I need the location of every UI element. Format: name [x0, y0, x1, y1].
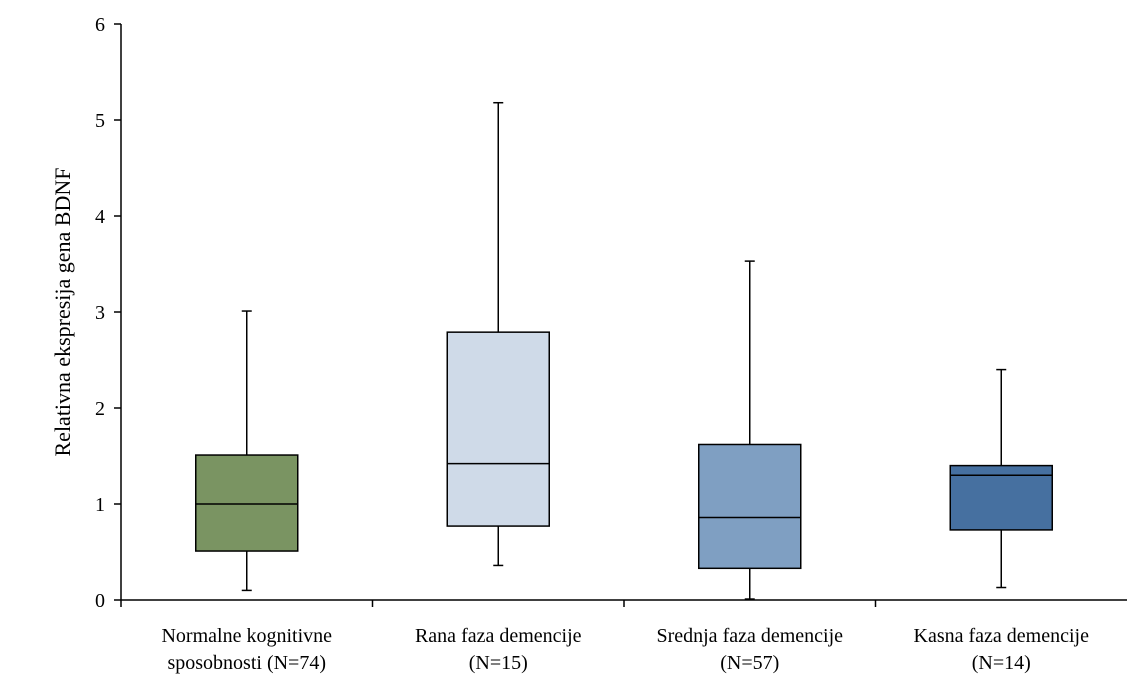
y-tick-label-6: 6 — [95, 14, 105, 36]
y-tick-label-1: 1 — [95, 494, 105, 516]
category-label-1-line2: (N=15) — [469, 652, 528, 674]
category-label-0-line2: sposobnosti (N=74) — [167, 652, 326, 674]
y-tick-label-4: 4 — [95, 206, 105, 228]
category-label-1-line1: Rana faza demencije — [415, 625, 582, 647]
box-0 — [196, 455, 298, 551]
category-label-3-line2: (N=14) — [972, 652, 1031, 674]
box-group-2 — [699, 261, 801, 599]
box-1 — [447, 332, 549, 526]
y-axis-label: Relativna ekspresija gena BDNF — [50, 168, 75, 457]
y-tick-label-0: 0 — [95, 590, 105, 612]
box-group-3 — [950, 370, 1052, 588]
category-label-0-line1: Normalne kognitivne — [161, 625, 332, 647]
y-tick-label-3: 3 — [95, 302, 105, 324]
box-group-1 — [447, 103, 549, 566]
box-group-0 — [196, 311, 298, 590]
category-label-2-line1: Srednja faza demencije — [656, 625, 843, 647]
y-tick-label-5: 5 — [95, 110, 105, 132]
category-label-3-line1: Kasna faza demencije — [914, 625, 1090, 647]
category-label-2-line2: (N=57) — [720, 652, 779, 674]
y-tick-label-2: 2 — [95, 398, 105, 420]
labels: Relativna ekspresija gena BDNF 0 1 2 3 4 5 6 No… — [50, 14, 1089, 674]
boxes — [196, 103, 1053, 599]
box-2 — [699, 444, 801, 568]
